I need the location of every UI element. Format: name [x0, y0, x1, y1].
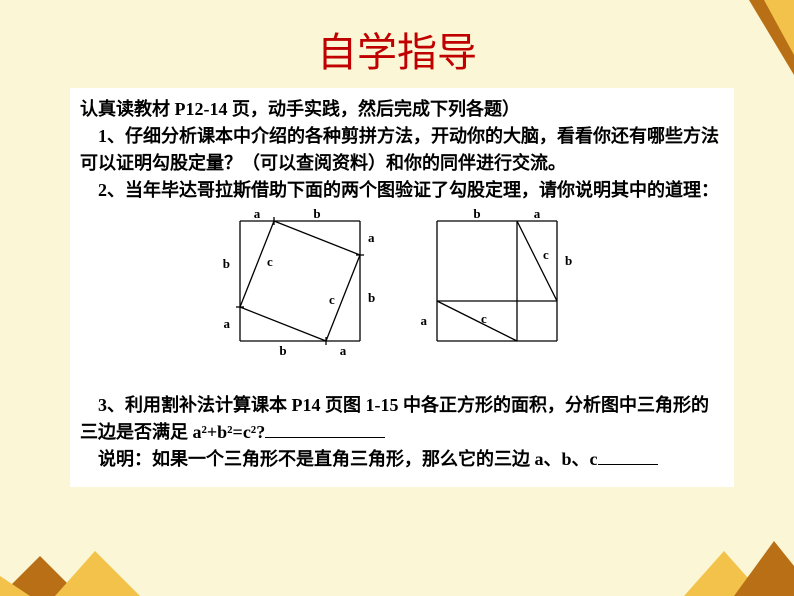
svg-text:c: c [329, 292, 335, 307]
svg-text:c: c [543, 247, 549, 262]
question-1: 1、仔细分析课本中介绍的各种剪拼方法，开动你的大脑，看看你还有哪些方法可以证明勾… [80, 123, 724, 177]
svg-text:a: a [340, 343, 347, 356]
svg-text:b: b [223, 256, 230, 271]
question-2: 2、当年毕达哥拉斯借助下面的两个图验证了勾股定理，请你说明其中的道理： [80, 177, 724, 204]
svg-text:a: a [254, 206, 261, 221]
explanation-text: 说明：如果一个三角形不是直角三角形，那么它的三边 a、b、c [98, 449, 598, 469]
corner-decoration-top-right [734, 0, 794, 75]
svg-text:b: b [565, 253, 572, 268]
svg-text:b: b [279, 343, 286, 356]
svg-text:a: a [368, 230, 375, 245]
figure-2: b a b a c c [417, 206, 592, 356]
content-box: 认真读教材 P12-14 页，动手实践，然后完成下列各题） 1、仔细分析课本中介… [70, 88, 734, 487]
svg-text:b: b [313, 206, 320, 221]
blank-line-1 [265, 420, 385, 438]
svg-text:a: a [534, 206, 541, 221]
svg-text:a: a [224, 316, 231, 331]
figure-1: a b a b b a b a c c [212, 206, 387, 356]
question-1-text: 1、仔细分析课本中介绍的各种剪拼方法，开动你的大脑，看看你还有哪些方法可以证明勾… [80, 126, 719, 173]
svg-text:a: a [421, 313, 428, 328]
intro-text: 认真读教材 P12-14 页，动手实践，然后完成下列各题） [80, 96, 724, 123]
question-3: 3、利用割补法计算课本 P14 页图 1-15 中各正方形的面积，分析图中三角形… [80, 392, 724, 446]
explanation: 说明：如果一个三角形不是直角三角形，那么它的三边 a、b、c [80, 446, 724, 473]
svg-text:b: b [368, 290, 375, 305]
corner-decoration-bottom-left [0, 541, 140, 596]
svg-text:c: c [481, 311, 487, 326]
question-3-text: 3、利用割补法计算课本 P14 页图 1-15 中各正方形的面积，分析图中三角形… [80, 395, 709, 442]
corner-decoration-bottom-right [684, 526, 794, 596]
page-title: 自学指导 [0, 0, 794, 78]
blank-line-2 [598, 447, 658, 465]
svg-text:b: b [473, 206, 480, 221]
question-2-text: 2、当年毕达哥拉斯借助下面的两个图验证了勾股定理，请你说明其中的道理： [98, 180, 719, 200]
figures-row: a b a b b a b a c c b a b a c c [80, 206, 724, 356]
svg-text:c: c [267, 254, 273, 269]
